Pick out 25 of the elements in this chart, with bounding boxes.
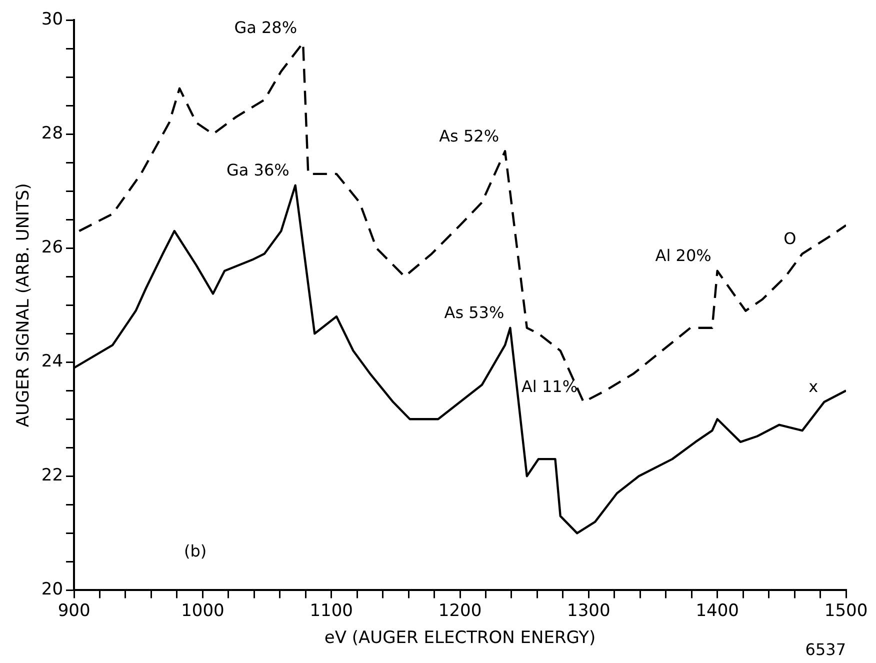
y-tick-label: 28 [41,123,64,144]
y-tick-label: 30 [41,9,64,30]
y-axis-title: AUGER SIGNAL (ARB. UNITS) [14,183,34,428]
annotation: Al 20% [655,246,712,266]
y-tick-label: 20 [41,580,64,600]
annotation: Ga 36% [226,160,290,180]
annotation: (b) [184,541,207,560]
x-tick-label: 1200 [438,600,482,621]
text: 6537 [805,640,846,660]
y-tick-label: 24 [41,352,64,372]
x-tick-label: 1300 [567,600,610,621]
annotation: As 53% [444,303,504,322]
x-tick-label: 1000 [181,600,224,621]
annotation: Al 11% [521,377,578,396]
x-tick-label: 900 [58,600,90,621]
annotation: O [784,228,796,248]
annotation: x [808,377,818,396]
y-tick-label: 26 [41,238,64,258]
x-tick-label: 1400 [696,600,739,621]
annotation: Ga 28% [234,18,298,37]
x-tick-label: 1100 [310,600,353,621]
x-tick-label: 1500 [824,600,868,621]
y-tick-label: 22 [41,466,64,486]
annotation: As 52% [439,126,500,146]
x-axis-title: eV (AUGER ELECTRON ENERGY) [324,628,596,648]
